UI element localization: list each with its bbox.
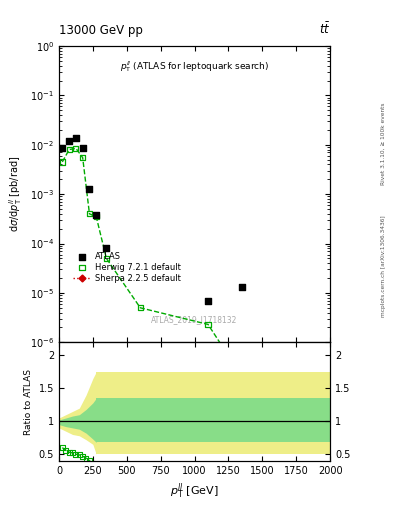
Text: mcplots.cern.ch [arXiv:1306.3436]: mcplots.cern.ch [arXiv:1306.3436] <box>381 216 386 317</box>
ATLAS <box>66 137 72 145</box>
ATLAS <box>79 144 86 153</box>
Point <box>69 449 75 457</box>
ATLAS <box>59 144 66 153</box>
Text: $t\bar{t}$: $t\bar{t}$ <box>319 22 330 37</box>
ATLAS <box>86 184 93 193</box>
Text: ATLAS_2019_I1718132: ATLAS_2019_I1718132 <box>151 315 238 325</box>
Point <box>73 450 79 458</box>
ATLAS <box>103 244 110 252</box>
Herwig 7.2.1 default <box>93 212 99 221</box>
Y-axis label: $\mathrm{d}\sigma/\mathrm{d}p_\mathrm{T}^{ll}\ \mathrm{[pb/rad]}$: $\mathrm{d}\sigma/\mathrm{d}p_\mathrm{T}… <box>7 156 24 232</box>
Herwig 7.2.1 default <box>205 321 211 329</box>
ATLAS <box>73 134 79 142</box>
Herwig 7.2.1 default <box>86 210 93 218</box>
Herwig 7.2.1 default <box>79 154 86 162</box>
Point <box>66 448 72 456</box>
Point <box>83 454 89 462</box>
Text: Rivet 3.1.10, ≥ 100k events: Rivet 3.1.10, ≥ 100k events <box>381 102 386 185</box>
ATLAS <box>239 283 245 291</box>
Herwig 7.2.1 default <box>73 144 79 153</box>
Herwig 7.2.1 default <box>66 145 72 154</box>
Point <box>62 446 69 454</box>
Point <box>76 451 83 459</box>
Legend: ATLAS, Herwig 7.2.1 default, Sherpa 2.2.5 default: ATLAS, Herwig 7.2.1 default, Sherpa 2.2.… <box>71 250 183 285</box>
Herwig 7.2.1 default <box>103 254 110 263</box>
X-axis label: $p_\mathrm{T}^{ll}\ \mathrm{[GeV]}$: $p_\mathrm{T}^{ll}\ \mathrm{[GeV]}$ <box>170 481 219 501</box>
Text: 13000 GeV pp: 13000 GeV pp <box>59 24 143 37</box>
Point <box>86 457 93 465</box>
ATLAS <box>93 211 99 219</box>
Point <box>79 452 86 460</box>
Text: $p_\mathrm{T}^{ll}$ (ATLAS for leptoquark search): $p_\mathrm{T}^{ll}$ (ATLAS for leptoquar… <box>120 59 269 74</box>
Herwig 7.2.1 default <box>137 304 143 312</box>
Herwig 7.2.1 default <box>59 158 66 166</box>
Point <box>59 443 66 452</box>
Point <box>90 459 96 467</box>
Y-axis label: Ratio to ATLAS: Ratio to ATLAS <box>24 369 33 435</box>
ATLAS <box>205 296 211 305</box>
Herwig 7.2.1 default <box>239 373 245 381</box>
